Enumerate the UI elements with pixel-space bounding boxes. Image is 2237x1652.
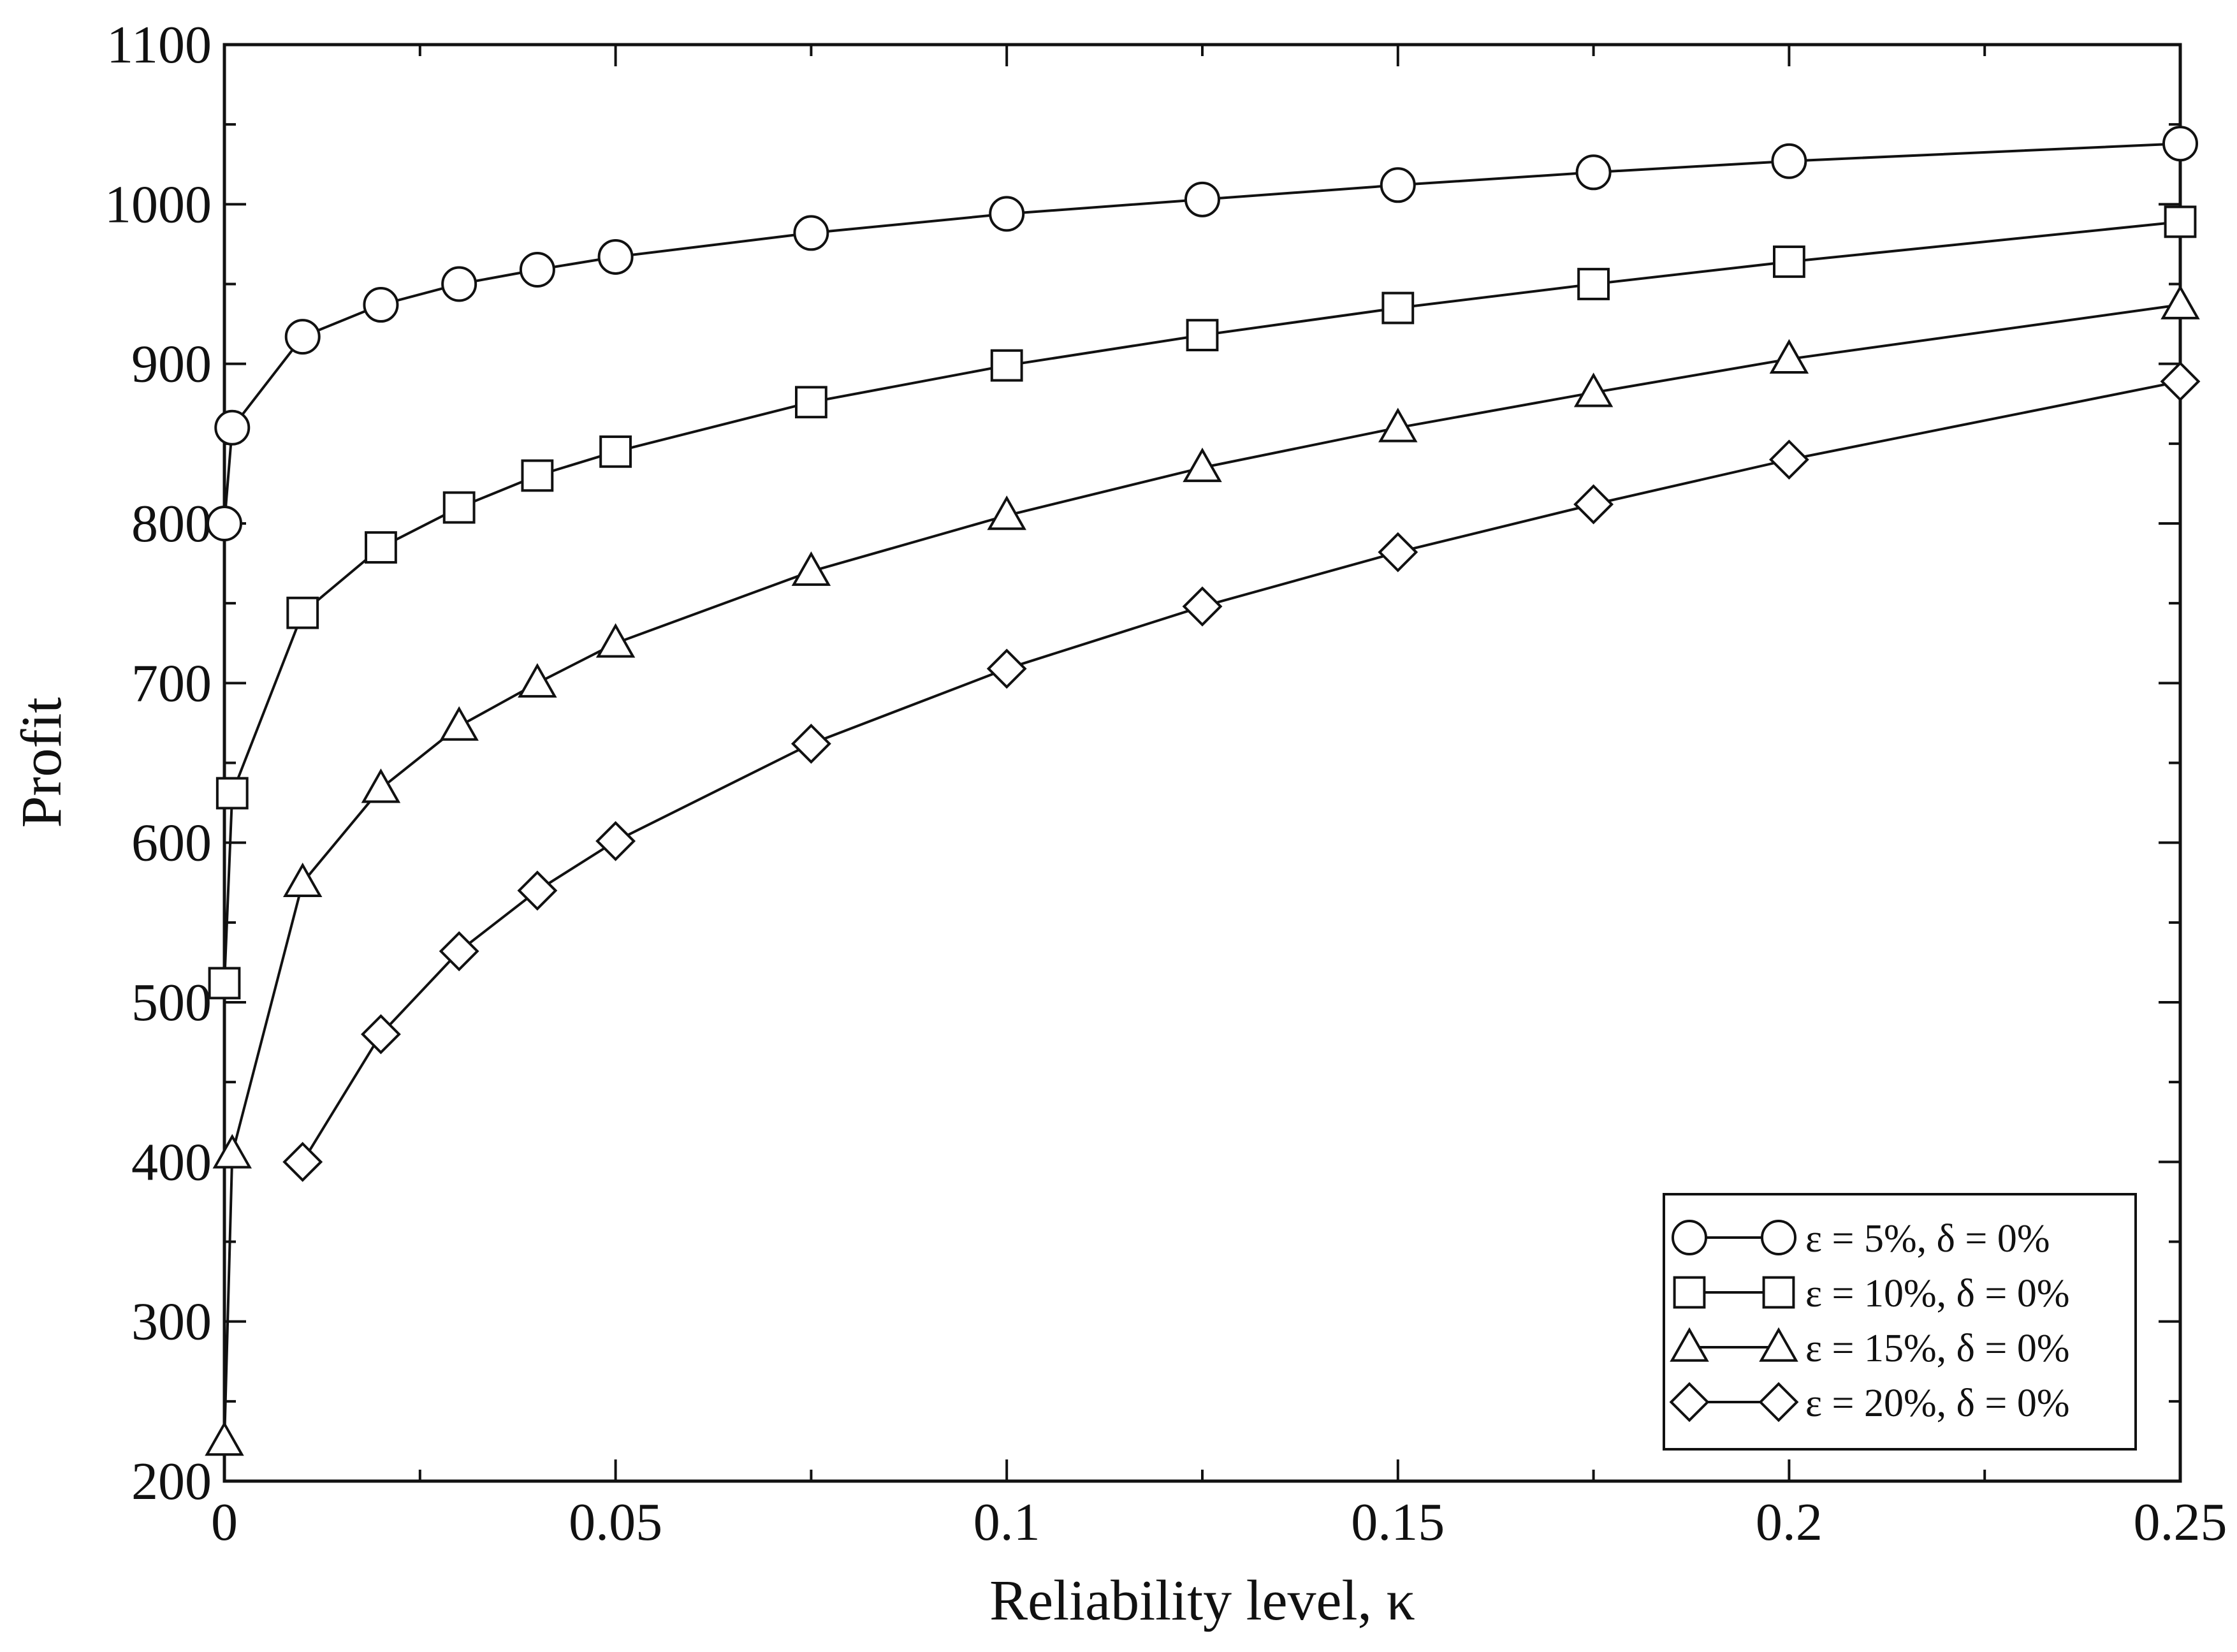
legend-label: ε = 5%, δ = 0% [1805, 1217, 2050, 1261]
data-point-circle [441, 266, 477, 302]
data-point-square [521, 459, 554, 492]
data-point-circle [2162, 126, 2198, 162]
data-point-square [1381, 291, 1415, 325]
x-tick-label: 0 [211, 1493, 238, 1552]
data-point-circle [1771, 143, 1807, 179]
data-point-circle [989, 196, 1025, 232]
x-axis-title: Reliability level, κ [989, 1569, 1415, 1632]
x-tick-label: 0.25 [2134, 1493, 2227, 1552]
data-point-diamond [986, 648, 1027, 689]
data-point-triangle [595, 623, 636, 658]
data-point-triangle [205, 1421, 244, 1456]
data-point-square [1577, 268, 1610, 300]
data-point-triangle [1183, 448, 1222, 483]
data-point-triangle [2160, 284, 2200, 319]
legend-marker-diamond [1758, 1382, 1799, 1422]
x-tick-label: 0.1 [973, 1493, 1040, 1552]
x-tick-label: 0.2 [1756, 1493, 1823, 1552]
data-point-triangle [1573, 372, 1614, 407]
data-point-diamond [282, 1141, 323, 1182]
data-point-triangle [439, 706, 479, 741]
data-point-square [1186, 319, 1219, 352]
legend-marker-triangle [1759, 1327, 1798, 1362]
data-point-diamond [1573, 484, 1614, 525]
data-point-square [1773, 245, 1805, 278]
y-tick-label: 1100 [106, 15, 212, 75]
series-line-triangle [223, 303, 2181, 1442]
data-point-triangle [212, 1134, 252, 1169]
axis-tick-labels: 0 0.05 0.1 0.15 0.2 0.25 200 300 400 500 600 700 800… [105, 15, 2227, 1552]
legend-label: ε = 20%, δ = 0% [1805, 1382, 2069, 1425]
y-tick-label: 300 [131, 1292, 212, 1352]
legend: ε = 5%, δ = 0% ε = 10%, δ = 0% ε = 15%, δ … [1663, 1193, 2137, 1451]
data-point-square [2164, 205, 2197, 238]
data-point-circle [214, 409, 251, 446]
data-point-square [599, 435, 632, 468]
series-line-diamond [301, 380, 2181, 1163]
data-point-triangle [1378, 407, 1418, 442]
data-point-circle [1575, 154, 1612, 191]
data-point-triangle [282, 862, 323, 898]
data-point-diamond [2160, 361, 2201, 402]
data-point-diamond [361, 1014, 401, 1055]
data-point-triangle [987, 495, 1026, 530]
legend-label: ε = 10%, δ = 0% [1805, 1272, 2069, 1315]
legend-marker-circle [1672, 1220, 1707, 1255]
data-point-square [795, 386, 827, 419]
data-point-square [208, 967, 241, 1000]
series-markers [205, 126, 2201, 1456]
legend-marker-triangle [1670, 1327, 1709, 1362]
data-point-square [215, 777, 249, 810]
y-tick-label: 1000 [105, 175, 212, 234]
data-point-diamond [517, 870, 558, 911]
data-point-diamond [791, 724, 831, 764]
legend-marker-square [1673, 1276, 1706, 1309]
data-point-square [442, 491, 476, 524]
data-point-diamond [1182, 586, 1223, 627]
y-tick-label: 400 [131, 1132, 212, 1192]
y-tick-label: 700 [131, 654, 212, 713]
data-point-diamond [1378, 532, 1418, 573]
data-point-circle [284, 319, 321, 355]
x-tick-label: 0.05 [569, 1493, 662, 1552]
data-point-circle [793, 215, 829, 251]
legend-marker-circle [1761, 1220, 1796, 1255]
y-tick-label: 200 [131, 1452, 212, 1511]
y-tick-label: 600 [131, 814, 212, 873]
axis-ticks [223, 43, 2182, 1482]
y-tick-label: 500 [131, 973, 212, 1032]
data-point-diamond [439, 931, 479, 972]
y-tick-label: 800 [131, 494, 212, 553]
data-point-square [286, 596, 319, 629]
data-point-diamond [1768, 439, 1809, 480]
data-point-circle [1380, 167, 1416, 203]
data-point-square [990, 349, 1023, 382]
data-point-diamond [595, 821, 636, 861]
y-tick-label: 900 [131, 335, 212, 394]
data-point-triangle [361, 768, 401, 803]
data-point-triangle [518, 662, 557, 698]
x-tick-label: 0.15 [1351, 1493, 1445, 1552]
data-point-circle [207, 506, 242, 541]
data-point-circle [519, 251, 555, 288]
data-point-circle [1184, 181, 1220, 217]
y-axis-title: Profit [10, 697, 73, 828]
data-point-triangle [791, 551, 831, 586]
legend-label: ε = 15%, δ = 0% [1805, 1327, 2069, 1370]
data-point-circle [363, 287, 399, 323]
data-point-triangle [1769, 339, 1809, 374]
data-point-square [365, 531, 397, 564]
legend-marker-diamond [1669, 1382, 1710, 1422]
data-point-circle [597, 238, 634, 275]
legend-marker-square [1762, 1276, 1795, 1309]
